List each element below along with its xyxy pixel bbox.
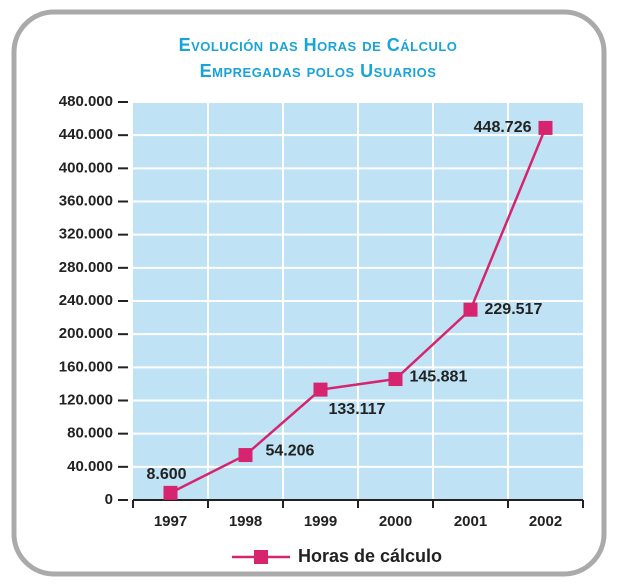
y-tick-label: 440.000: [59, 126, 113, 143]
value-label: 133.117: [329, 401, 386, 418]
value-label: 229.517: [485, 301, 543, 318]
x-tick-label: 1998: [229, 513, 262, 530]
x-tick-label: 1997: [154, 513, 187, 530]
legend-marker: [254, 550, 268, 564]
legend-label: Horas de cálculo: [298, 546, 442, 566]
marker: [538, 120, 553, 135]
y-tick-label: 200.000: [59, 325, 113, 342]
y-tick-label: 40.000: [67, 458, 113, 475]
y-tick-label: 0: [105, 491, 113, 508]
series-line: [169, 127, 547, 494]
value-label: 448.726: [474, 119, 532, 136]
y-tick-label: 240.000: [59, 292, 113, 309]
marker: [313, 382, 328, 397]
marker: [238, 448, 253, 463]
marker: [388, 372, 403, 387]
y-tick-label: 280.000: [59, 259, 113, 276]
y-tick-label: 80.000: [67, 425, 113, 442]
value-label: 8.600: [147, 466, 187, 483]
chart-title: Empregadas polos Usuarios: [200, 61, 437, 81]
chart-title: Evolución das Horas de Cálculo: [179, 35, 458, 55]
y-tick-label: 160.000: [59, 358, 113, 375]
marker: [463, 302, 478, 317]
value-label: 54.206: [266, 442, 315, 459]
marker: [163, 485, 178, 500]
x-tick-label: 1999: [304, 513, 337, 530]
y-tick-label: 320.000: [59, 226, 113, 243]
value-label: 145.881: [410, 368, 468, 385]
y-tick-label: 360.000: [59, 192, 113, 209]
y-tick-label: 400.000: [59, 159, 113, 176]
x-tick-label: 2000: [379, 513, 412, 530]
x-tick-label: 2002: [529, 513, 562, 530]
y-tick-label: 120.000: [59, 391, 113, 408]
y-tick-label: 480.000: [59, 93, 113, 110]
x-tick-label: 2001: [454, 513, 487, 530]
